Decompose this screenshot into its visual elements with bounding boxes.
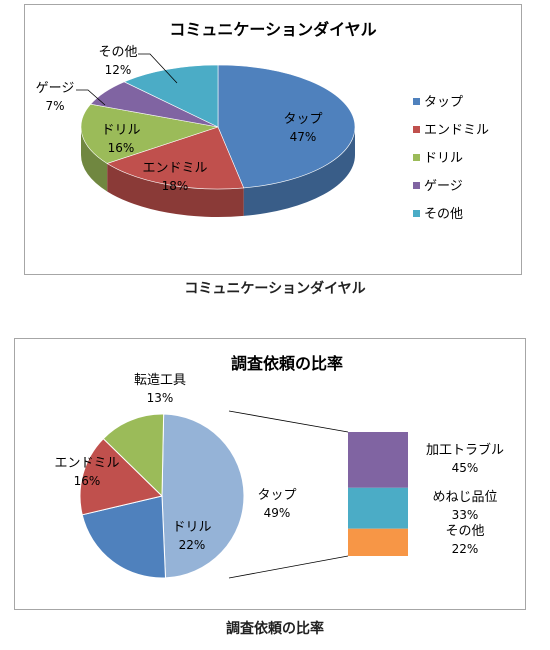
legend-swatch-4: [413, 210, 420, 217]
pie-slice-1: [106, 126, 245, 190]
pie2-slice-2: [79, 437, 163, 516]
pie2-name-label-1: ドリル: [172, 520, 211, 535]
legend-label-1: エンドミル: [424, 123, 489, 138]
breakdown-name-label-1: めねじ品位: [432, 490, 497, 505]
legend-label-0: タップ: [424, 95, 463, 110]
breakdown-name-label-0: 加工トラブル: [426, 442, 504, 458]
pie-side-0: [243, 127, 355, 216]
slice-name-label-1: エンドミル: [142, 161, 207, 176]
legend-label-2: ドリル: [424, 151, 463, 166]
breakdown-segment-1: [348, 487, 408, 529]
pie2-percent-label-1: 22%: [179, 538, 206, 552]
pie-slice-4: [123, 64, 219, 128]
pie-side-2: [81, 127, 108, 192]
legend-swatch-0: [413, 98, 420, 105]
slice-percent-label-2: 16%: [108, 141, 135, 155]
connector-top: [228, 410, 349, 433]
breakdown-percent-label-2: 22%: [452, 542, 479, 556]
pie2-slice-1: [81, 495, 167, 579]
leader-line-4: [138, 53, 178, 84]
legend-swatch-1: [413, 126, 420, 133]
legend-swatch-2: [413, 154, 420, 161]
pie-side-1: [107, 163, 244, 218]
legend-label-3: ゲージ: [424, 179, 463, 194]
slice-name-label-0: タップ: [283, 112, 322, 127]
pie-slice-2: [80, 103, 219, 164]
legend-swatch-3: [413, 182, 420, 189]
breakdown-percent-label-0: 45%: [452, 461, 479, 475]
slice-percent-label-3: 7%: [45, 99, 64, 113]
pie2-name-label-2: エンドミル: [54, 456, 119, 471]
breakdown-segment-0: [348, 432, 408, 488]
slice-percent-label-4: 12%: [105, 63, 132, 77]
pie2-name-label-0: タップ: [257, 488, 296, 503]
pie2-percent-label-0: 49%: [264, 506, 291, 520]
chart-title-2: 調査依頼の比率: [231, 354, 343, 373]
chart-title-1: コミュニケーションダイヤル: [169, 20, 376, 39]
chart-caption-1: コミュニケーションダイヤル: [184, 281, 366, 297]
chart-caption-2: 調査依頼の比率: [226, 621, 324, 637]
slice-percent-label-1: 18%: [162, 179, 189, 193]
pie2-slice-3: [102, 413, 165, 498]
pie2-percent-label-3: 13%: [147, 391, 174, 405]
chart-inquiry-ratio: 調査依頼の比率タップ 49% ドリル 22% エンドミル 16% 転造工具 13% 加工トラブル…: [14, 338, 526, 610]
pie-slice-0: [217, 64, 356, 189]
slice-percent-label-0: 47%: [290, 130, 317, 144]
pie-sides: [81, 127, 355, 218]
leader-line-3: [76, 89, 106, 106]
slice-name-label-4: その他: [98, 45, 137, 60]
pie2-percent-label-2: 16%: [74, 474, 101, 488]
pie2-slice-0: [161, 413, 245, 579]
breakdown-percent-label-1: 33%: [452, 508, 479, 522]
connector-bottom: [228, 555, 349, 579]
slice-name-label-3: ゲージ: [36, 81, 75, 96]
legend-label-4: その他: [424, 207, 463, 222]
pie2-name-label-3: 転造工具: [134, 373, 186, 388]
breakdown-segment-2: [348, 528, 408, 556]
slice-name-label-2: ドリル: [101, 123, 140, 138]
breakdown-name-label-2: その他: [445, 524, 484, 539]
chart-communication-dial: コミュニケーションダイヤルタップ 47% エンドミル 18% ドリル 16% ゲージ 7% その…: [24, 4, 522, 275]
